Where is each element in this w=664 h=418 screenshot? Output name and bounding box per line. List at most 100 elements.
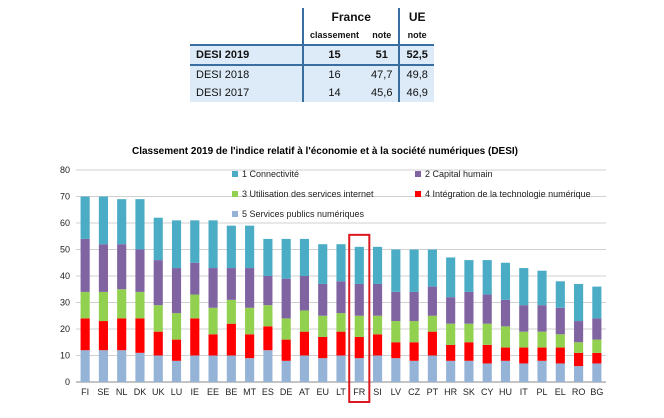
bar-segment: [135, 352, 145, 382]
x-tick-label: BG: [590, 387, 603, 397]
x-tick-label: SI: [373, 387, 382, 397]
bar-segment: [464, 291, 474, 324]
bar-segment: [299, 276, 310, 311]
ue-header: UE: [398, 8, 434, 26]
bars: [80, 196, 602, 403]
bar-segment: [190, 220, 200, 263]
bar-segment: [555, 307, 565, 335]
bar-segment: [281, 318, 291, 340]
bar-segment: [409, 291, 419, 322]
table-row: DESI 2019 15 51 52,5: [190, 44, 434, 65]
bar-segment: [537, 331, 547, 348]
bar-segment: [482, 260, 492, 295]
legend-swatch: [415, 191, 421, 197]
bar-segment: [336, 281, 346, 314]
x-tick-label: HR: [444, 387, 457, 397]
bar-segment: [354, 315, 364, 337]
bar-segment: [482, 363, 492, 382]
bar-segment: [98, 291, 108, 322]
bar-segment: [354, 358, 364, 382]
rank-cell: 16: [301, 64, 366, 84]
row-label: DESI 2018: [190, 64, 303, 84]
y-tick-label: 30: [60, 298, 70, 308]
bar-segment: [135, 249, 145, 292]
bar-segment: [427, 286, 437, 316]
bar-segment: [391, 249, 401, 292]
y-tick-label: 70: [60, 192, 70, 202]
bar-segment: [190, 294, 200, 319]
legend-label: 5 Services publics numériques: [242, 209, 365, 219]
x-tick-label: HU: [499, 387, 512, 397]
bar-segment: [153, 305, 163, 332]
bar-segment: [117, 289, 127, 319]
bar-segment: [98, 321, 108, 351]
x-tick-label: SE: [97, 387, 109, 397]
bar-segment: [208, 220, 218, 269]
bar-segment: [153, 260, 163, 306]
bar-segment: [98, 196, 108, 245]
x-tick-label: LU: [171, 387, 183, 397]
x-tick-label: LT: [336, 387, 346, 397]
bar-segment: [482, 323, 492, 345]
bar-segment: [281, 360, 291, 382]
bar-segment: [336, 355, 346, 382]
bar-segment: [263, 326, 273, 351]
row-label: DESI 2017: [190, 84, 303, 102]
x-tick-label: RO: [572, 387, 586, 397]
bar-segment: [519, 268, 529, 306]
bar-segment: [427, 315, 437, 332]
x-tick-label: MT: [243, 387, 256, 397]
x-tick-label: AT: [299, 387, 310, 397]
bar-segment: [318, 358, 328, 382]
x-tick-label: EU: [316, 387, 329, 397]
bar-segment: [117, 199, 127, 245]
eu-note-cell: 46,9: [398, 84, 434, 102]
bar-segment: [208, 355, 218, 382]
bar-segment: [80, 350, 90, 382]
bar-segment: [135, 291, 145, 319]
bar-segment: [318, 315, 328, 337]
y-tick-label: 40: [60, 271, 70, 281]
eu-note-subheader: note: [398, 26, 434, 45]
bar-segment: [354, 336, 364, 359]
bar-segment: [500, 360, 511, 382]
bar-segment: [555, 347, 565, 364]
bar-segment: [354, 283, 364, 316]
x-axis: FI SE NL DK UK LU IE EE BE MT ES DE AT EU LT FR SI LV CZ PT…: [81, 387, 603, 397]
x-tick-label: PL: [537, 387, 548, 397]
x-tick-label: IE: [191, 387, 200, 397]
x-tick-label: EE: [207, 387, 219, 397]
bar-segment: [409, 249, 419, 292]
bar-segment: [446, 344, 456, 361]
legend-swatch: [232, 191, 238, 197]
bar-segment: [299, 310, 310, 332]
bar-segment: [519, 305, 529, 332]
bar-segment: [500, 326, 511, 348]
legend-label: 1 Connectivité: [242, 169, 299, 179]
y-tick-label: 10: [60, 351, 70, 361]
highlight-box: [348, 233, 371, 403]
y-tick-label: 20: [60, 324, 70, 334]
x-tick-label: CY: [481, 387, 494, 397]
france-header: France: [301, 8, 400, 26]
bar-segment: [80, 291, 90, 319]
bar-segment: [80, 318, 90, 351]
bar-segment: [427, 355, 437, 382]
bar-segment: [117, 244, 127, 290]
x-tick-label: NL: [116, 387, 128, 397]
bar-segment: [592, 318, 602, 340]
bar-segment: [135, 318, 145, 353]
bar-segment: [537, 347, 547, 361]
bar-segment: [226, 225, 236, 269]
table-row: DESI 2018 16 47,7 49,8: [190, 64, 434, 84]
bar-segment: [171, 220, 182, 269]
bar-segment: [555, 281, 565, 308]
rank-cell: 14: [301, 84, 366, 102]
y-tick-label: 80: [60, 165, 70, 175]
bar-segment: [592, 339, 602, 353]
rank-subheader: classement: [301, 26, 366, 45]
bar-segment: [263, 305, 273, 327]
bar-segment: [153, 331, 163, 356]
legend: 1 Connectivité 2 Capital humain 3 Utilisat…: [232, 169, 591, 219]
